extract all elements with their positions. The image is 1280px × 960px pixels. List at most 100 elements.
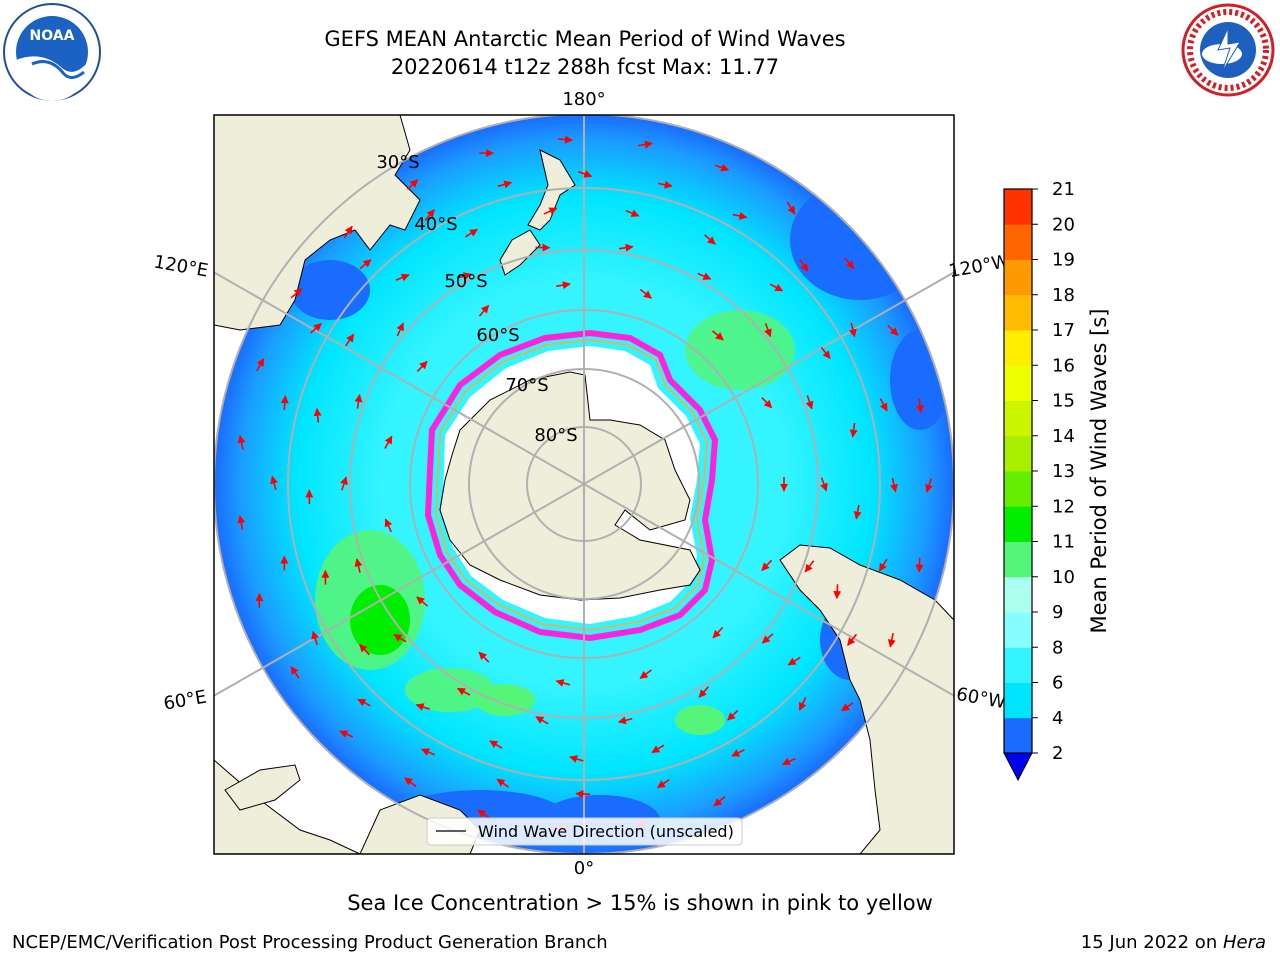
map-legend: Wind Wave Direction (unscaled)	[426, 817, 743, 846]
wind-wave-arrow	[569, 755, 584, 763]
wind-wave-arrow	[404, 777, 417, 787]
colorbar-tick-label: 17	[1052, 320, 1075, 341]
colorbar-tick-label: 2	[1052, 743, 1063, 764]
wind-wave-arrow	[343, 225, 353, 239]
wind-wave-arrow	[424, 209, 435, 221]
lon-label-0: 0°	[574, 858, 594, 879]
wind-wave-arrow	[925, 478, 933, 493]
noaa-logo-text: NOAA	[30, 28, 75, 44]
lon-label-120w: 120°W	[947, 251, 1011, 282]
wind-wave-arrow	[555, 679, 571, 687]
colorbar-tick-label: 19	[1052, 250, 1075, 271]
wind-wave-arrow	[713, 796, 726, 807]
colorbar-tick-label: 6	[1052, 673, 1063, 694]
colorbar-segment	[1004, 647, 1032, 683]
colorbar-segment	[1004, 541, 1032, 578]
colorbar-under-triangle	[1003, 752, 1033, 782]
colorbar-segment	[1004, 506, 1032, 542]
colorbar-segment	[1004, 612, 1032, 648]
colorbar-tick-label: 21	[1052, 179, 1075, 200]
wind-wave-arrow	[639, 669, 652, 680]
wind-wave-arrow	[639, 288, 652, 299]
wind-wave-arrow	[497, 180, 513, 189]
colorbar-tick-label: 18	[1052, 285, 1075, 306]
wind-wave-arrow	[384, 518, 393, 533]
wind-wave-arrow	[804, 560, 815, 573]
wind-wave-arrow	[575, 790, 591, 799]
wind-wave-arrow	[879, 398, 888, 412]
wind-wave-arrow	[656, 779, 670, 789]
map-frame	[213, 114, 955, 855]
colorbar-segment	[1004, 330, 1032, 366]
colorbar-label: Mean Period of Wind Waves [s]	[1087, 309, 1111, 634]
colorbar-tick-label: 20	[1052, 214, 1075, 235]
wind-wave-arrow	[465, 228, 478, 238]
wind-wave-arrow	[558, 135, 573, 144]
wind-wave-arrow	[393, 633, 407, 643]
wind-wave-arrow	[764, 323, 772, 338]
wind-wave-arrow	[535, 716, 549, 725]
lat-label-60s: 60°S	[476, 325, 519, 346]
colorbar-segment	[1004, 189, 1032, 225]
wind-wave-arrow	[339, 730, 354, 738]
wind-wave-arrow	[290, 288, 303, 299]
wind-wave-arrow	[280, 395, 289, 410]
noaa-logo: NOAA	[3, 3, 101, 102]
wind-wave-arrow	[698, 686, 709, 698]
chart-title: GEFS MEAN Antarctic Mean Period of Wind …	[324, 27, 846, 51]
wind-wave-arrow	[890, 477, 898, 493]
wind-wave-arrow	[820, 346, 831, 360]
footer-date-text: 15 Jun 2022 on	[1080, 932, 1223, 953]
colorbar-segment	[1004, 435, 1032, 472]
wind-wave-arrow	[384, 435, 393, 449]
lon-label-180: 180°	[562, 89, 605, 110]
wind-wave-arrow	[798, 697, 807, 711]
colorbar-segment	[1004, 471, 1032, 507]
colorbar-tick-label: 9	[1052, 602, 1063, 623]
colorbar-tick-label: 12	[1052, 496, 1075, 517]
wind-wave-arrow	[359, 644, 370, 656]
wind-wave-arrow	[359, 259, 372, 270]
wind-wave-arrow	[237, 515, 246, 530]
wind-wave-arrow	[457, 272, 472, 280]
wind-wave-arrow	[617, 716, 633, 725]
antarctica	[439, 371, 701, 601]
wind-wave-arrow	[489, 740, 503, 749]
wind-wave-arrow	[270, 475, 278, 491]
wind-wave-arrow	[711, 330, 724, 341]
colorbar-segment	[1004, 259, 1032, 296]
lon-label-60e: 60°E	[162, 686, 208, 714]
wind-wave-arrow	[478, 304, 490, 317]
wind-wave-arrow	[556, 281, 571, 290]
wind-wave-arrow	[732, 212, 748, 220]
footer-branch: NCEP/EMC/Verification Post Processing Pr…	[12, 932, 608, 953]
wind-wave-arrow	[761, 397, 773, 409]
legend-label: Wind Wave Direction (unscaled)	[478, 822, 734, 841]
wind-wave-arrow	[697, 272, 712, 280]
colorbar-tick-label: 16	[1052, 355, 1075, 376]
wind-wave-arrow	[416, 596, 429, 607]
wind-wave-arrow	[543, 207, 558, 215]
wind-wave-arrow	[714, 163, 730, 172]
wind-wave-arrow	[344, 333, 355, 347]
wind-wave-arrow	[416, 360, 428, 373]
wind-wave-arrow	[396, 322, 404, 337]
wind-wave-arrow	[421, 748, 436, 756]
wind-wave-arrow	[915, 557, 924, 573]
wind-wave-arrow	[853, 504, 862, 520]
wind-wave-arrow	[354, 393, 363, 409]
wind-wave-arrow	[916, 398, 924, 414]
graticule	[214, 115, 954, 854]
wind-wave-arrow	[311, 630, 319, 646]
wind-wave-arrow	[638, 140, 653, 149]
wind-wave-arrow	[478, 651, 490, 663]
wind-wave-arrow	[820, 477, 828, 492]
wind-wave-arrow	[477, 809, 491, 819]
wind-wave-arrow	[290, 666, 300, 679]
wind-wave-arrow	[256, 357, 265, 372]
lon-label-120e: 120°E	[152, 251, 210, 281]
colorbar-tick-label: 10	[1052, 567, 1075, 588]
wind-wave-arrow	[712, 626, 724, 639]
wind-wave-arrow	[625, 209, 640, 217]
